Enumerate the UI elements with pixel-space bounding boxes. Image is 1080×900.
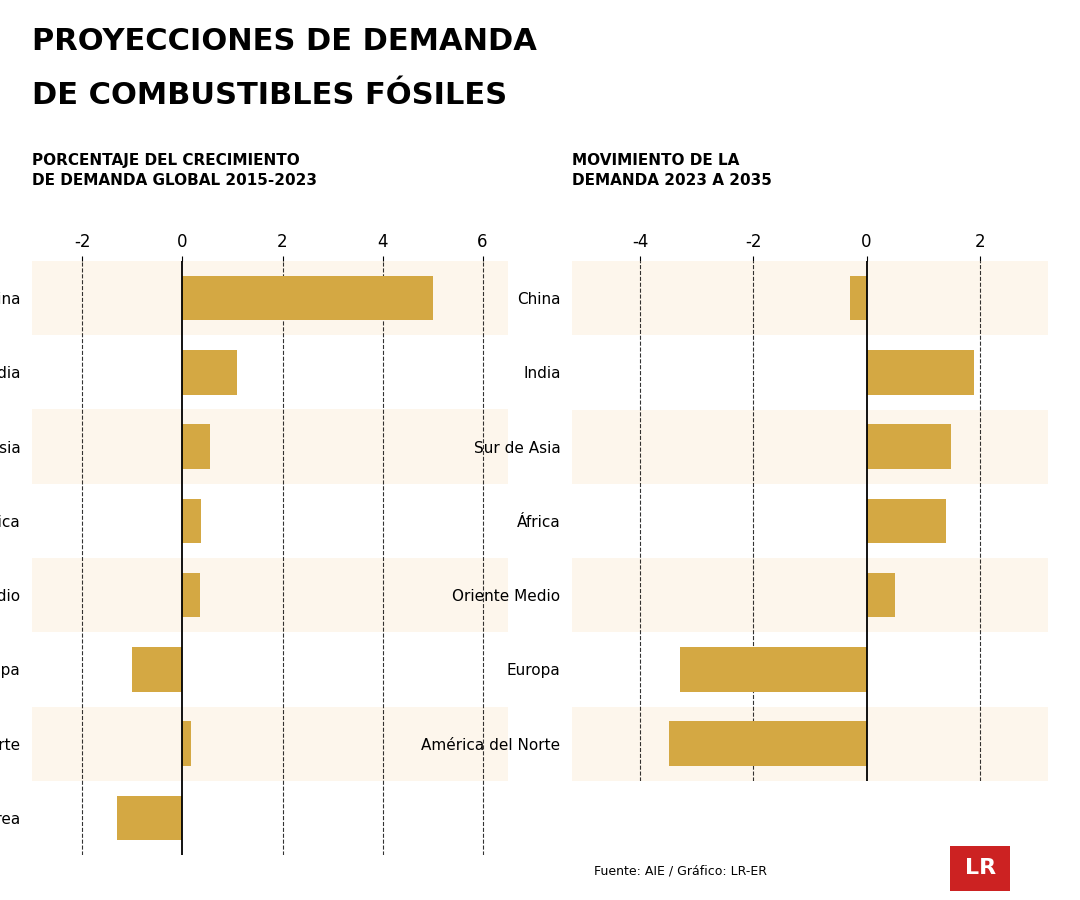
Bar	[32, 558, 508, 632]
Bar	[866, 350, 974, 394]
Bar	[183, 424, 210, 469]
Bar	[183, 572, 200, 617]
Bar	[866, 499, 946, 544]
Bar	[183, 350, 238, 394]
Bar	[32, 706, 508, 780]
Bar	[32, 780, 508, 855]
Bar	[133, 647, 183, 691]
Text: PROYECCIONES DE DEMANDA: PROYECCIONES DE DEMANDA	[32, 27, 537, 56]
Bar	[183, 275, 433, 320]
Bar	[118, 796, 183, 841]
Bar	[669, 722, 866, 766]
Bar	[572, 484, 1048, 558]
Text: LR: LR	[964, 859, 996, 878]
Bar	[32, 261, 508, 335]
Bar	[183, 499, 202, 543]
Bar	[183, 722, 191, 766]
Text: Fuente: AIE / Gráfico: LR-ER: Fuente: AIE / Gráfico: LR-ER	[594, 865, 767, 878]
Bar	[32, 483, 508, 558]
Bar	[32, 335, 508, 410]
Bar	[850, 275, 866, 320]
Bar	[572, 558, 1048, 632]
Bar	[572, 632, 1048, 706]
Text: DE COMBUSTIBLES FÓSILES: DE COMBUSTIBLES FÓSILES	[32, 81, 508, 110]
Bar	[572, 261, 1048, 336]
Bar	[572, 706, 1048, 780]
Bar	[866, 573, 895, 617]
Text: PORCENTAJE DEL CRECIMIENTO
DE DEMANDA GLOBAL 2015-2023: PORCENTAJE DEL CRECIMIENTO DE DEMANDA GL…	[32, 153, 318, 188]
Bar	[680, 647, 866, 691]
Bar	[572, 410, 1048, 484]
Text: MOVIMIENTO DE LA
DEMANDA 2023 A 2035: MOVIMIENTO DE LA DEMANDA 2023 A 2035	[572, 153, 772, 188]
Bar	[866, 425, 951, 469]
Bar	[32, 410, 508, 483]
Bar	[572, 336, 1048, 410]
Bar	[32, 632, 508, 706]
